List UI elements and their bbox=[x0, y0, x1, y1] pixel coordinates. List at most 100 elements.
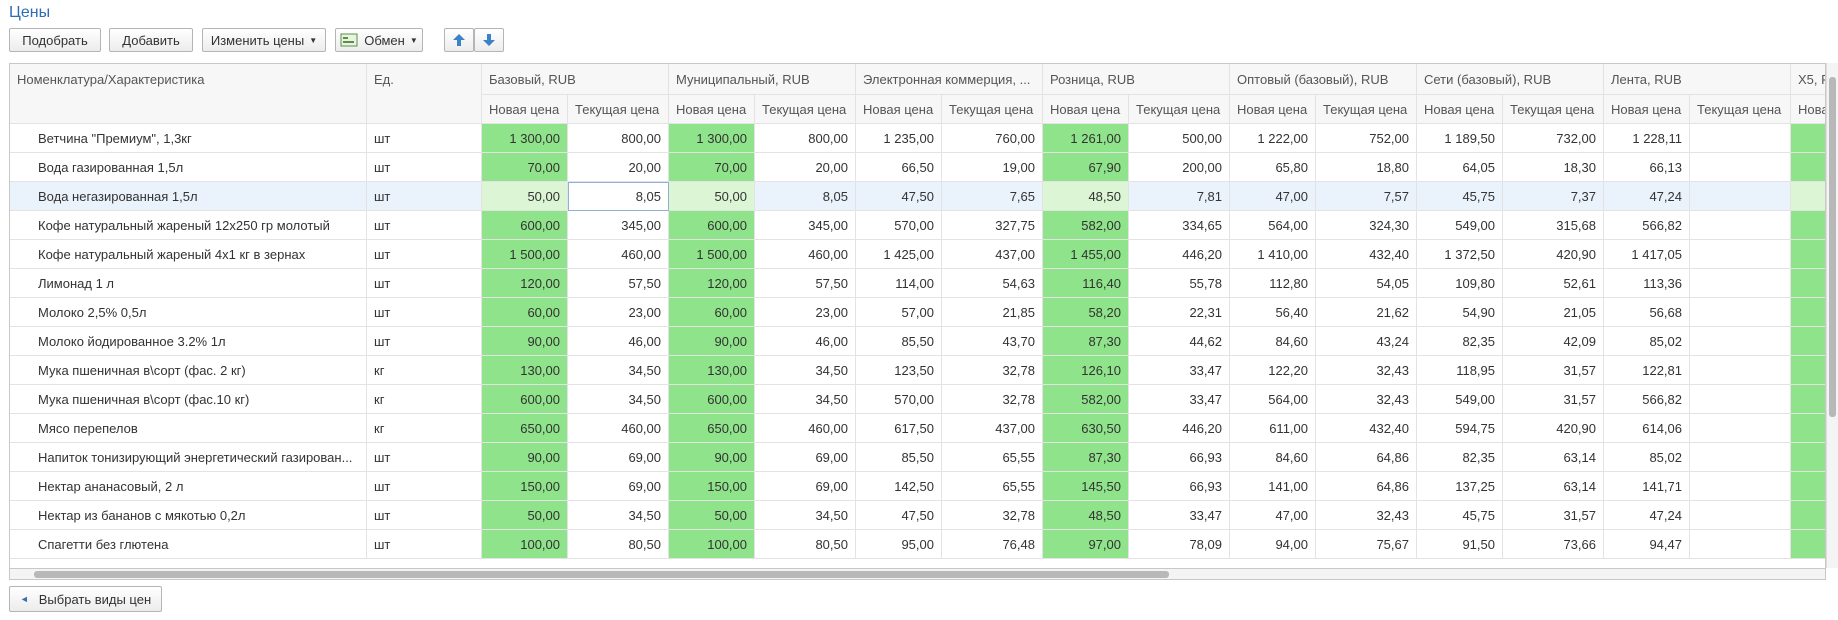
price-cell: 46,00 bbox=[568, 327, 669, 356]
dropdown-caret: ▼ bbox=[309, 35, 318, 45]
price-cell: 64,05 bbox=[1417, 153, 1503, 182]
price-cell: 1 417,05 bbox=[1604, 240, 1690, 269]
price-cell: 65,55 bbox=[942, 443, 1043, 472]
price-cell: 57,50 bbox=[568, 269, 669, 298]
price-cell: 95,00 bbox=[856, 530, 942, 559]
price-cell: 1 bbox=[1791, 124, 1825, 153]
price-cell: 47,24 bbox=[1604, 501, 1690, 530]
price-cell: 150,00 bbox=[482, 472, 568, 501]
add-button[interactable]: Добавить bbox=[109, 28, 193, 52]
move-down-button[interactable] bbox=[474, 28, 504, 52]
empty-cell bbox=[1690, 530, 1791, 559]
price-cell: 34,50 bbox=[568, 356, 669, 385]
group-header: Муниципальный, RUB bbox=[669, 64, 856, 95]
price-cell: 33,47 bbox=[1129, 356, 1230, 385]
price-cell: 50,00 bbox=[482, 182, 568, 211]
price-cell: 43,70 bbox=[942, 327, 1043, 356]
price-cell: 570,00 bbox=[856, 385, 942, 414]
price-cell: 47,00 bbox=[1230, 182, 1316, 211]
empty-cell bbox=[1690, 414, 1791, 443]
price-cell: 100,00 bbox=[669, 530, 755, 559]
price-cell: 137,25 bbox=[1417, 472, 1503, 501]
price-cell: 446,20 bbox=[1129, 414, 1230, 443]
scroll-thumb[interactable] bbox=[1829, 77, 1836, 417]
price-cell: 47,00 bbox=[1230, 501, 1316, 530]
price-cell: 1 261,00 bbox=[1043, 124, 1129, 153]
price-cell: 84,60 bbox=[1230, 327, 1316, 356]
price-cell: 600,00 bbox=[669, 211, 755, 240]
price-cell: 50,00 bbox=[482, 501, 568, 530]
unit: шт bbox=[367, 443, 482, 472]
price-cell: 23,00 bbox=[568, 298, 669, 327]
unit: шт bbox=[367, 501, 482, 530]
vertical-scrollbar[interactable] bbox=[1826, 63, 1838, 568]
price-cell: 21,85 bbox=[942, 298, 1043, 327]
item-name: Кофе натуральный жареный 12х250 гр молот… bbox=[10, 211, 367, 240]
empty-cell bbox=[1791, 269, 1825, 298]
down-arrow-icon bbox=[483, 34, 495, 46]
price-cell: 19,00 bbox=[942, 153, 1043, 182]
price-cell: 345,00 bbox=[568, 211, 669, 240]
price-cell: 114,00 bbox=[856, 269, 942, 298]
price-cell: 69,00 bbox=[568, 472, 669, 501]
price-cell: 118,95 bbox=[1417, 356, 1503, 385]
price-cell: 90,00 bbox=[669, 327, 755, 356]
price-cell: 1 500,00 bbox=[482, 240, 568, 269]
price-cell: 69,00 bbox=[568, 443, 669, 472]
item-name: Кофе натуральный жареный 4х1 кг в зернах bbox=[10, 240, 367, 269]
price-cell: 50,00 bbox=[669, 501, 755, 530]
group-header: Розница, RUB bbox=[1043, 64, 1230, 95]
price-cell: 122,20 bbox=[1230, 356, 1316, 385]
price-cell: 94,00 bbox=[1230, 530, 1316, 559]
price-cell: 20,00 bbox=[755, 153, 856, 182]
item-name: Спагетти без глютена bbox=[10, 530, 367, 559]
price-cell: 600,00 bbox=[482, 211, 568, 240]
sub-header: Текущая цена bbox=[1503, 95, 1604, 124]
price-cell: 32,78 bbox=[942, 385, 1043, 414]
move-up-button[interactable] bbox=[444, 28, 474, 52]
price-cell: 58,20 bbox=[1043, 298, 1129, 327]
empty-cell bbox=[1791, 501, 1825, 530]
price-cell: 1 222,00 bbox=[1230, 124, 1316, 153]
empty-cell bbox=[1791, 298, 1825, 327]
price-cell: 732,00 bbox=[1503, 124, 1604, 153]
price-cell: 32,78 bbox=[942, 501, 1043, 530]
price-cell: 90,00 bbox=[669, 443, 755, 472]
price-cell: 46,00 bbox=[755, 327, 856, 356]
group-header: Лента, RUB bbox=[1604, 64, 1791, 95]
price-cell: 45,75 bbox=[1417, 182, 1503, 211]
price-cell: 21,05 bbox=[1503, 298, 1604, 327]
price-cell: 55,78 bbox=[1129, 269, 1230, 298]
horizontal-scrollbar[interactable] bbox=[9, 568, 1826, 580]
pick-button[interactable]: Подобрать bbox=[9, 28, 101, 52]
up-arrow-icon bbox=[453, 34, 465, 46]
price-cell: 66,13 bbox=[1604, 153, 1690, 182]
price-cell: 564,00 bbox=[1230, 211, 1316, 240]
price-cell: 1 300,00 bbox=[482, 124, 568, 153]
price-cell: 1 300,00 bbox=[669, 124, 755, 153]
price-cell: 57,00 bbox=[856, 298, 942, 327]
price-cell: 800,00 bbox=[568, 124, 669, 153]
price-cell: 90,00 bbox=[482, 327, 568, 356]
empty-cell bbox=[1791, 211, 1825, 240]
sub-header: Текущая цена bbox=[1316, 95, 1417, 124]
price-cell: 87,30 bbox=[1043, 327, 1129, 356]
unit: шт bbox=[367, 182, 482, 211]
scroll-thumb[interactable] bbox=[34, 571, 1169, 578]
button-label: Обмен bbox=[364, 32, 405, 48]
sub-header: Новая цена bbox=[856, 95, 942, 124]
price-cell: 141,71 bbox=[1604, 472, 1690, 501]
price-cell: 78,09 bbox=[1129, 530, 1230, 559]
price-cell: 20,00 bbox=[568, 153, 669, 182]
price-cell: 56,68 bbox=[1604, 298, 1690, 327]
change-prices-button[interactable]: Изменить цены ▼ bbox=[202, 28, 326, 52]
unit: шт bbox=[367, 472, 482, 501]
button-label: Выбрать виды цен bbox=[38, 591, 152, 607]
price-cell: 345,00 bbox=[755, 211, 856, 240]
empty-cell bbox=[1690, 472, 1791, 501]
select-price-types-button[interactable]: ◄ Выбрать виды цен bbox=[9, 586, 162, 612]
price-cell: 32,43 bbox=[1316, 501, 1417, 530]
price-cell: 33,47 bbox=[1129, 385, 1230, 414]
exchange-button[interactable]: Обмен ▼ bbox=[335, 28, 423, 52]
